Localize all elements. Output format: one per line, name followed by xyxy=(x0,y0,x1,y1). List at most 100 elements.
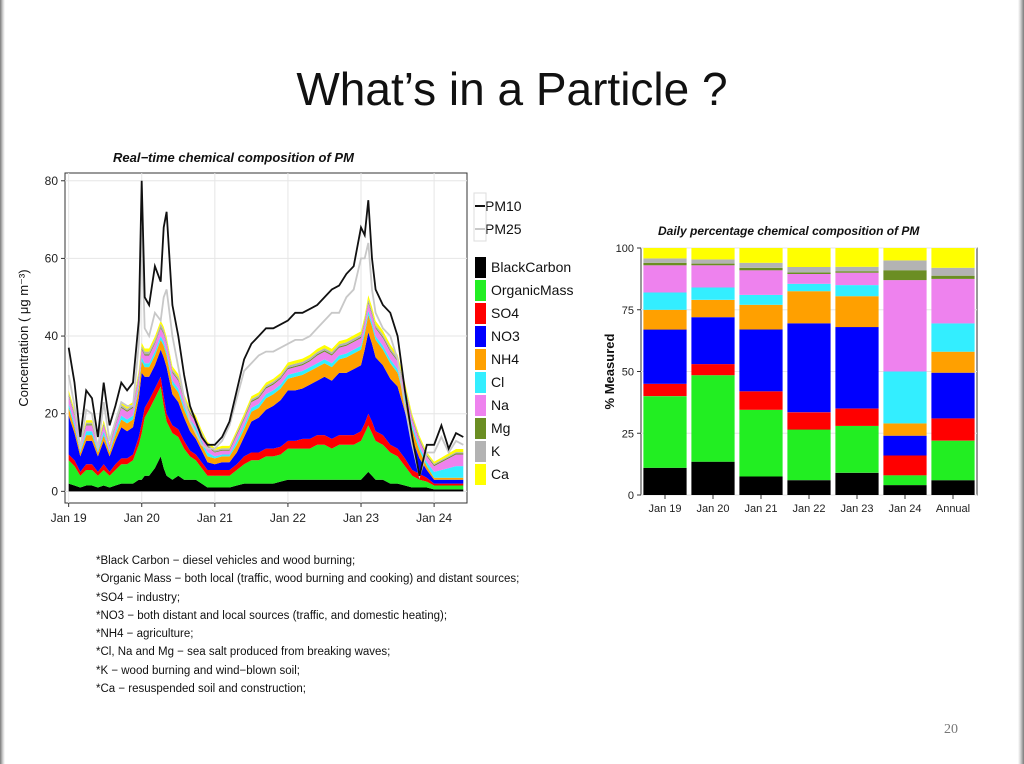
bar-segment-nh4 xyxy=(739,304,783,330)
bar-segment-blackcarbon xyxy=(787,480,831,495)
y-tick-label: 20 xyxy=(45,407,59,421)
bar-segment-na xyxy=(931,278,975,324)
y-tick-label: 75 xyxy=(622,305,634,317)
x-tick-label: Jan 21 xyxy=(197,511,233,525)
bar-segment-so4 xyxy=(787,412,831,430)
bar-segment-mg xyxy=(931,275,975,279)
bar-segment-nh4 xyxy=(787,291,831,324)
bar-segment-cl xyxy=(931,323,975,352)
legend-key-na xyxy=(475,395,486,416)
x-tick-label: Jan 20 xyxy=(696,503,729,515)
bar-segment-ca xyxy=(787,248,831,267)
note-ca: *Ca − resuspended soil and construction; xyxy=(96,683,307,696)
legend-key-blackcarbon xyxy=(475,257,486,278)
legend-label-nh4: NH4 xyxy=(491,351,519,367)
bar-segment-cl xyxy=(787,283,831,292)
x-tick-label: Jan 21 xyxy=(744,503,777,515)
legend-label-pm25: PM25 xyxy=(485,221,522,237)
bar-segment-organicmass xyxy=(931,440,975,481)
bar-segment-k xyxy=(643,258,687,263)
bar-segment-k xyxy=(739,262,783,268)
bar-segment-blackcarbon xyxy=(739,476,783,495)
note-black-carbon: *Black Carbon − diesel vehicles and wood… xyxy=(96,555,356,567)
x-tick-label: Jan 23 xyxy=(343,511,379,525)
bar-segment-ca xyxy=(739,248,783,263)
bar-segment-organicmass xyxy=(883,475,927,486)
bar-segment-blackcarbon xyxy=(643,467,687,495)
y-tick-label: 40 xyxy=(45,329,59,343)
y-tick-label: 100 xyxy=(616,243,634,255)
bar-segment-no3 xyxy=(787,323,831,413)
legend-key-ca xyxy=(475,464,486,485)
note-no3: *NO3 − both distant and local sources (t… xyxy=(96,609,448,622)
slide-right-edge xyxy=(1018,0,1024,764)
x-tick-label: Annual xyxy=(936,503,970,515)
area-blackcarbon xyxy=(68,456,464,492)
bar-segment-mg xyxy=(691,263,735,266)
bar-segment-so4 xyxy=(883,455,927,476)
y-axis-label: Concentration ( μg m⁻³) xyxy=(16,269,31,406)
bar-segment-so4 xyxy=(931,418,975,441)
x-tick-label: Jan 24 xyxy=(888,503,921,515)
bar-segment-k xyxy=(883,260,927,271)
x-tick-label: Jan 24 xyxy=(416,511,452,525)
y-tick-label: 80 xyxy=(45,174,59,188)
legend-line-box xyxy=(473,192,487,242)
source-notes: *Black Carbon − diesel vehicles and wood… xyxy=(96,552,519,698)
x-tick-label: Jan 19 xyxy=(51,511,87,525)
area-chart-title: Real−time chemical composition of PM xyxy=(113,150,354,165)
bar-segment-ca xyxy=(883,248,927,261)
bar-segment-no3 xyxy=(931,372,975,419)
legend-label-na: Na xyxy=(491,397,509,413)
bar-segment-no3 xyxy=(835,327,879,409)
note-so4: *SO4 − industry; xyxy=(96,591,181,604)
legend-label-ca: Ca xyxy=(491,466,509,482)
bar-segment-ca xyxy=(643,248,687,259)
bar-segment-organicmass xyxy=(643,396,687,468)
bar-segment-nh4 xyxy=(883,423,927,436)
bar-segment-cl xyxy=(691,287,735,300)
bar-segment-na xyxy=(835,272,879,286)
bar-segment-mg xyxy=(643,262,687,266)
line-pm10 xyxy=(67,180,464,477)
legend-label-k: K xyxy=(491,443,501,459)
bar-segment-ca xyxy=(691,248,735,260)
slide-title: What’s in a Particle ? xyxy=(296,63,728,115)
area-k xyxy=(68,299,464,465)
legend-key-mg xyxy=(475,418,486,439)
bar-segment-so4 xyxy=(835,408,879,426)
bar-chart-title: Daily percentage chemical composition of… xyxy=(658,224,920,238)
y-tick-label: 50 xyxy=(622,367,634,379)
legend-label-cl: Cl xyxy=(491,374,504,390)
y-tick-label: 0 xyxy=(628,490,634,502)
bar-segment-mg xyxy=(835,271,879,273)
area-no3 xyxy=(68,332,464,484)
bar-segment-organicmass xyxy=(739,409,783,477)
bar-segment-k xyxy=(931,267,975,276)
bar-segment-na xyxy=(643,265,687,293)
bar-segment-cl xyxy=(643,292,687,310)
area-organicmass xyxy=(68,386,464,490)
y-tick-label: 0 xyxy=(51,484,58,498)
note-k: *K − wood burning and wind−blown soil; xyxy=(96,664,300,677)
legend-key-so4 xyxy=(475,303,486,324)
bar-segment-blackcarbon xyxy=(883,485,927,495)
note-sea-salt: *Cl, Na and Mg − sea salt produced from … xyxy=(96,646,391,659)
bar-segment-no3 xyxy=(691,317,735,365)
bar-segment-organicmass xyxy=(835,425,879,473)
x-tick-label: Jan 22 xyxy=(792,503,825,515)
legend-key-cl xyxy=(475,372,486,393)
legend-key-nh4 xyxy=(475,349,486,370)
bar-segment-blackcarbon xyxy=(835,472,879,495)
legend-label-mg: Mg xyxy=(491,420,510,436)
bar-segment-na xyxy=(691,265,735,288)
area-ca xyxy=(68,295,464,464)
bar-segment-so4 xyxy=(691,364,735,376)
legend-key-k xyxy=(475,441,486,462)
x-tick-label: Jan 22 xyxy=(270,511,306,525)
bar-segment-no3 xyxy=(883,435,927,456)
y-tick-label: 60 xyxy=(45,251,59,265)
legend-label-no3: NO3 xyxy=(491,328,520,344)
bar-segment-blackcarbon xyxy=(691,461,735,495)
